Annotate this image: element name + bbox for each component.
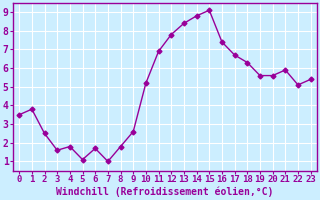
X-axis label: Windchill (Refroidissement éolien,°C): Windchill (Refroidissement éolien,°C) xyxy=(56,187,274,197)
